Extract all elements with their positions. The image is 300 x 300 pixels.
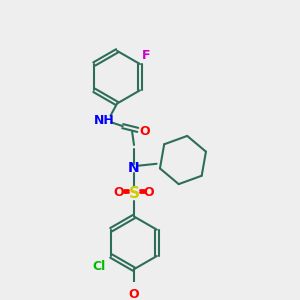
Text: S: S	[128, 186, 140, 201]
Text: O: O	[140, 125, 150, 138]
Text: O: O	[114, 185, 124, 199]
Text: O: O	[144, 185, 154, 199]
Text: NH: NH	[94, 114, 114, 127]
Text: O: O	[129, 288, 139, 300]
Text: N: N	[128, 160, 140, 175]
Text: Cl: Cl	[92, 260, 106, 273]
Text: F: F	[142, 49, 150, 62]
